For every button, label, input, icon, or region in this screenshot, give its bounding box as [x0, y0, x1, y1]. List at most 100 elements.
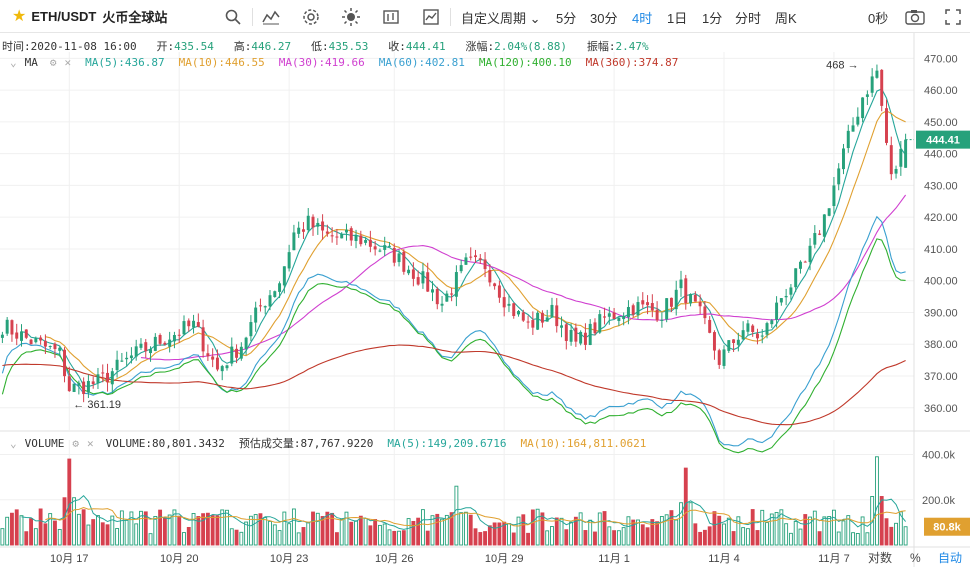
- y-tick-label: 420.00: [924, 212, 958, 224]
- period-1d[interactable]: 1日: [667, 11, 688, 26]
- volume-bar: [626, 516, 631, 546]
- volume-bar: [320, 516, 325, 546]
- candle-body: [588, 323, 592, 345]
- volume-bar: [306, 521, 311, 546]
- volume-bar: [750, 509, 755, 546]
- candle-body: [540, 312, 544, 323]
- candle-body: [187, 320, 191, 327]
- chart-type-icon[interactable]: [380, 6, 402, 28]
- gear-icon[interactable]: [300, 6, 322, 28]
- volume-bar: [416, 517, 421, 546]
- period-4h[interactable]: 4时: [632, 11, 653, 26]
- period-30m[interactable]: 30分: [590, 11, 618, 26]
- y-tick-label: 400.00: [924, 276, 958, 288]
- settings-icon[interactable]: ⚙: [49, 56, 57, 69]
- volume-bar: [822, 516, 827, 546]
- volume-bar: [726, 517, 731, 546]
- volume-bar: [554, 517, 559, 546]
- candle-body: [20, 331, 23, 341]
- volume-bar: [702, 529, 707, 546]
- candle-body: [201, 327, 205, 352]
- candle-body: [58, 347, 62, 351]
- volume-bar: [33, 528, 38, 546]
- candle-body: [493, 283, 497, 287]
- ma360-value: MA(360):374.87: [585, 56, 679, 69]
- candle-body: [894, 168, 898, 174]
- candle-body: [149, 349, 153, 354]
- search-icon[interactable]: [222, 6, 244, 28]
- candle-body: [708, 319, 712, 333]
- volume-bar: [717, 515, 722, 546]
- log-scale-toggle[interactable]: 对数: [868, 550, 892, 565]
- volume-bar: [851, 532, 855, 546]
- candle-body: [297, 227, 301, 234]
- y-tick-label: 410.00: [924, 244, 958, 256]
- volume-ma-line: [21, 494, 906, 530]
- collapse-chevron-icon[interactable]: ⌄: [10, 56, 17, 69]
- candle-body: [364, 240, 368, 243]
- period-week[interactable]: 周K: [775, 11, 797, 26]
- volume-bar: [889, 526, 894, 546]
- indicator-icon[interactable]: [260, 6, 282, 28]
- close-icon[interactable]: ✕: [64, 56, 72, 69]
- volume-bar: [459, 512, 464, 546]
- period-5m[interactable]: 5分: [556, 11, 577, 26]
- volume-bar: [808, 516, 812, 546]
- volume-bar: [76, 513, 81, 546]
- candle-body: [48, 346, 52, 348]
- candle-body: [383, 245, 387, 250]
- fullscreen-icon[interactable]: [942, 6, 964, 28]
- volume-bar: [846, 515, 851, 546]
- candle-body: [827, 208, 831, 216]
- drawing-tools-icon[interactable]: [420, 6, 442, 28]
- candle-body: [579, 331, 583, 344]
- volume-bar: [425, 530, 430, 546]
- volume-bar: [440, 518, 444, 546]
- collapse-chevron-icon[interactable]: ⌄: [10, 436, 17, 450]
- volume-bar: [607, 526, 612, 546]
- candle-body: [488, 270, 492, 283]
- settings-icon[interactable]: ⚙: [72, 436, 79, 450]
- candle-body: [665, 298, 669, 320]
- volume-bar: [134, 523, 139, 546]
- volume-bar: [177, 515, 182, 546]
- period-1m[interactable]: 1分: [702, 11, 723, 26]
- candle-body: [206, 353, 210, 357]
- candle-body: [712, 332, 716, 351]
- favorite-star-icon[interactable]: ★: [12, 8, 27, 25]
- symbol-name[interactable]: ETH/USDT: [31, 8, 97, 24]
- volume-bar: [186, 526, 191, 546]
- volume-bar: [10, 512, 14, 546]
- volume-bar: [100, 522, 105, 546]
- candle-body: [402, 251, 406, 272]
- candle-body: [655, 309, 659, 321]
- close-icon[interactable]: ✕: [87, 436, 94, 450]
- auto-scale-toggle[interactable]: 自动: [938, 551, 962, 565]
- volume-bar: [368, 525, 373, 546]
- theme-sun-icon[interactable]: [340, 6, 362, 28]
- candle-body: [851, 125, 855, 132]
- candle-body: [856, 116, 860, 125]
- y-tick-label: 430.00: [924, 180, 958, 192]
- vol-ma5-value: MA(5):149,209.6716: [387, 436, 507, 450]
- volume-bar: [387, 529, 392, 546]
- volume-bar: [812, 510, 817, 546]
- volume-bar: [521, 514, 526, 546]
- candle-body: [861, 97, 865, 119]
- camera-icon[interactable]: [904, 6, 926, 28]
- volume-bar: [497, 522, 502, 546]
- volume-bar: [855, 533, 860, 546]
- volume-bar: [631, 519, 636, 546]
- volume-bar: [43, 523, 48, 546]
- volume-bar: [172, 509, 177, 546]
- volume-bar: [96, 515, 100, 546]
- percent-scale-toggle[interactable]: %: [910, 551, 921, 565]
- period-timeshare[interactable]: 分时: [735, 11, 762, 26]
- period-menu[interactable]: 自定义周期 ⌄: [461, 11, 541, 26]
- volume-bar: [239, 531, 244, 546]
- volume-bar: [659, 516, 664, 546]
- volume-bar: [793, 521, 798, 546]
- candle-body: [344, 229, 348, 233]
- est-volume-value: 预估成交量:87,767.9220: [238, 437, 374, 450]
